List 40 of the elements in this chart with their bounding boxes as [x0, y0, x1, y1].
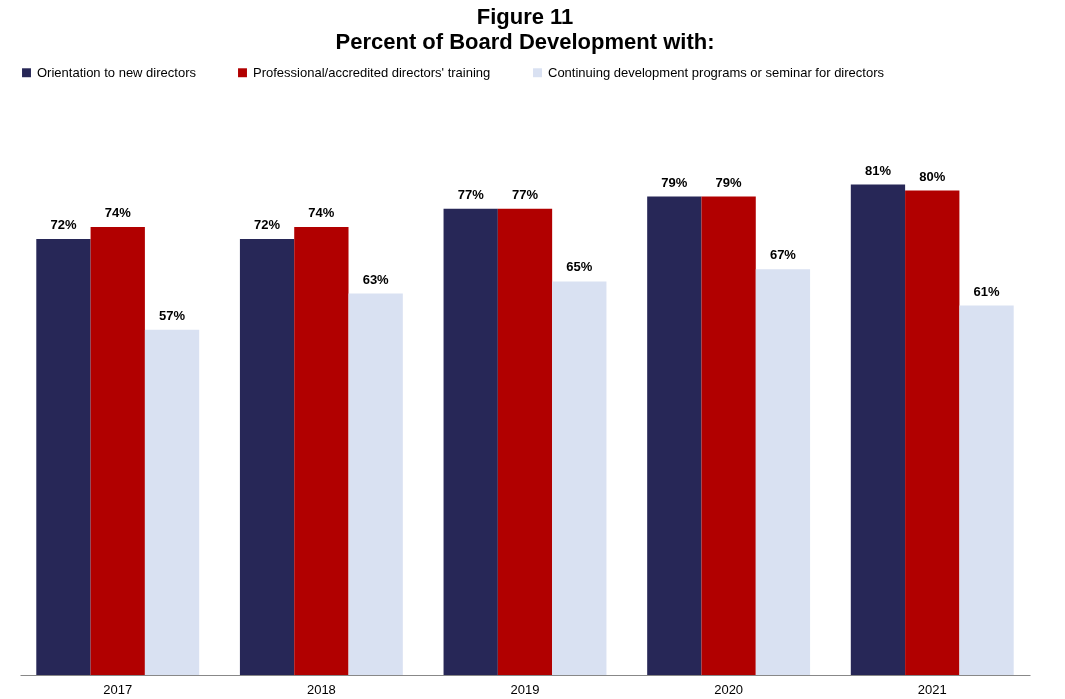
data-label: 67% — [769, 247, 797, 263]
bar — [959, 305, 1014, 675]
data-label: 77% — [457, 186, 485, 202]
data-label: 80% — [919, 168, 946, 184]
bar — [36, 239, 91, 675]
bar — [239, 239, 295, 675]
data-label: 79% — [661, 174, 688, 190]
bar — [90, 226, 145, 675]
data-label: 72% — [50, 217, 77, 232]
bar — [348, 293, 403, 675]
x-tick-label: 2018 — [306, 681, 336, 697]
bar — [755, 269, 811, 675]
data-label: 65% — [566, 259, 593, 275]
bar — [144, 329, 200, 675]
bar — [850, 184, 906, 675]
bar — [294, 226, 349, 675]
data-label: 61% — [973, 283, 1000, 299]
data-label: 74% — [308, 204, 335, 220]
bar — [701, 196, 756, 675]
bar — [552, 281, 607, 675]
chart-subtitle: Percent of Board Development with: — [335, 29, 715, 54]
legend-label: Professional/accredited directors' training — [253, 64, 491, 80]
chart-title: Figure 11 — [476, 4, 574, 29]
bar — [905, 190, 960, 675]
data-label: 74% — [104, 204, 132, 220]
legend-label: Continuing development programs or seminar for directors — [548, 64, 885, 80]
data-label: 63% — [362, 271, 390, 287]
x-tick-label: 2020 — [714, 681, 744, 697]
data-label: 57% — [159, 307, 186, 323]
bar — [647, 196, 702, 675]
bar — [443, 208, 498, 675]
data-label: 79% — [715, 174, 743, 190]
data-label: 72% — [254, 217, 281, 232]
data-label: 77% — [511, 186, 539, 202]
legend-label: Orientation to new directors — [37, 64, 197, 80]
x-tick-label: 2019 — [510, 681, 540, 697]
bar — [497, 208, 553, 675]
data-label: 81% — [864, 162, 892, 178]
x-tick-label: 2017 — [103, 681, 133, 697]
x-tick-label: 2021 — [917, 681, 947, 697]
